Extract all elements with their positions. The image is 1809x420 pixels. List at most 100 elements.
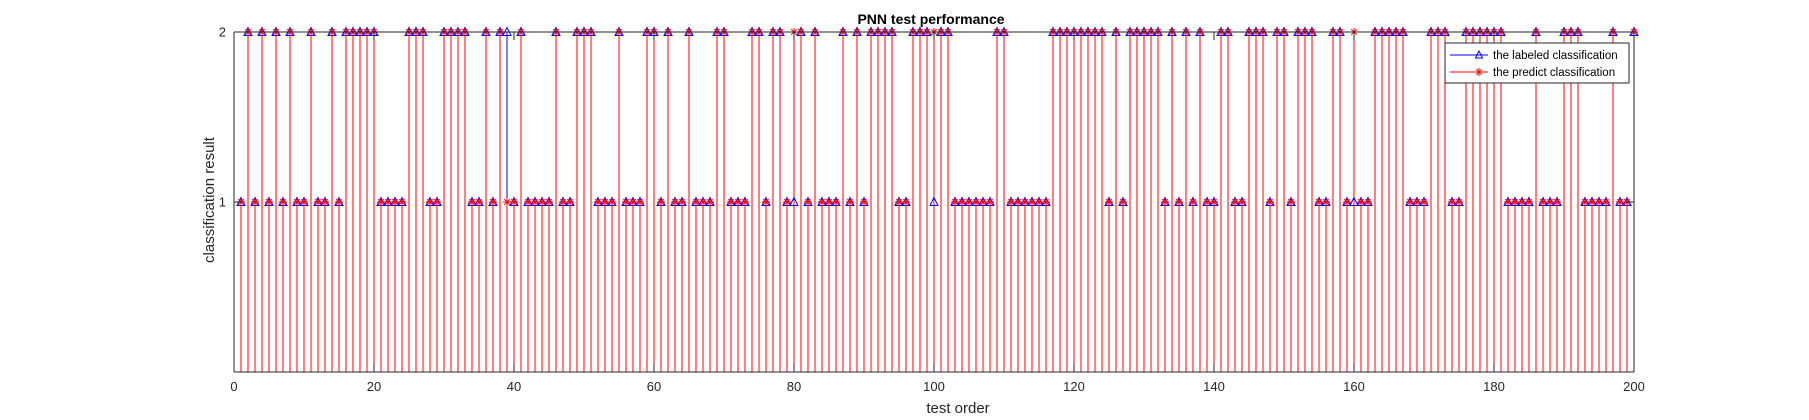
predict-marker-28	[426, 198, 434, 206]
predict-marker-5	[265, 198, 273, 206]
predict-marker-187	[1539, 198, 1547, 206]
predict-marker-29	[433, 198, 441, 206]
x-tick-label-100: 100	[923, 379, 945, 394]
predict-marker-184	[1518, 198, 1526, 206]
predict-marker-76	[762, 198, 770, 206]
predict-stems	[240, 32, 1635, 372]
predict-marker-82	[804, 198, 812, 206]
predict-marker-108	[986, 198, 994, 206]
predict-marker-137	[1189, 198, 1197, 206]
predict-marker-105	[965, 198, 973, 206]
x-tick-label-160: 160	[1343, 379, 1365, 394]
x-tick-label-120: 120	[1063, 379, 1085, 394]
predict-marker-40	[510, 198, 518, 206]
predict-marker-22	[384, 198, 392, 206]
legend-box	[1444, 42, 1630, 84]
predict-marker-54	[608, 198, 616, 206]
predict-marker-63	[671, 198, 679, 206]
predict-marker-161	[1357, 198, 1365, 206]
predict-marker-104	[958, 198, 966, 206]
predict-marker-37	[489, 198, 497, 206]
predict-marker-144	[1238, 198, 1246, 206]
predict-marker-195	[1595, 198, 1603, 206]
x-tick-label-60: 60	[647, 379, 661, 394]
x-ticks: 0 20 40 60 80 100 120 140 160 180 200	[230, 32, 1645, 394]
predict-marker-85	[825, 198, 833, 206]
predict-marker-84	[818, 198, 826, 206]
predict-marker-168	[1406, 198, 1414, 206]
predict-marker-73	[741, 198, 749, 206]
x-axis-label: test order	[926, 400, 989, 417]
predict-marker-159	[1343, 198, 1351, 206]
predict-marker-34	[468, 198, 476, 206]
predict-marker-56	[622, 198, 630, 206]
predict-marker-194	[1588, 198, 1596, 206]
x-tick-label-200: 200	[1623, 379, 1645, 394]
predict-marker-57	[629, 198, 637, 206]
predict-marker-162	[1364, 198, 1372, 206]
predict-marker-175	[1455, 198, 1463, 206]
predict-marker-72	[734, 198, 742, 206]
predict-marker-53	[601, 198, 609, 206]
predict-marker-182	[1504, 198, 1512, 206]
predict-marker-114	[1028, 198, 1036, 206]
predict-marker-24	[398, 198, 406, 206]
predict-marker-52	[594, 198, 602, 206]
predict-marker-115	[1035, 198, 1043, 206]
predict-marker-10	[300, 198, 308, 206]
chart-title: PNN test performance	[857, 11, 1004, 27]
legend-label-labeled: the labeled classification	[1493, 50, 1618, 62]
legend-marker-labeled	[1474, 49, 1484, 59]
predict-marker-106	[972, 198, 980, 206]
predict-marker-133	[1161, 198, 1169, 206]
predict-marker-148	[1266, 198, 1274, 206]
predict-marker-143	[1231, 198, 1239, 206]
predict-marker-15	[335, 198, 343, 206]
predict-marker-196	[1602, 198, 1610, 206]
predict-marker-58	[636, 198, 644, 206]
predict-marker-44	[538, 198, 546, 206]
predict-marker-135	[1175, 198, 1183, 206]
labeled-marker-100	[929, 196, 939, 206]
labeled-marker-160	[1349, 196, 1359, 206]
predict-marker-96	[902, 198, 910, 206]
predict-marker-71	[727, 198, 735, 206]
predict-marker-23	[391, 198, 399, 206]
y-tick-label-1: 1	[219, 195, 226, 210]
predict-marker-185	[1525, 198, 1533, 206]
predict-marker-139	[1203, 198, 1211, 206]
predict-marker-111	[1007, 198, 1015, 206]
predict-marker-127	[1119, 198, 1127, 206]
legend-label-predict: the predict classification	[1493, 67, 1615, 79]
predict-marker-140	[1210, 198, 1218, 206]
predict-marker-125	[1105, 198, 1113, 206]
predict-marker-43	[531, 198, 539, 206]
predict-marker-112	[1014, 198, 1022, 206]
predict-marker-21	[377, 198, 385, 206]
predict-marker-35	[475, 198, 483, 206]
predict-marker-47	[559, 198, 567, 206]
predict-marker-116	[1042, 198, 1050, 206]
predict-marker-86	[832, 198, 840, 206]
predict-marker-198	[1616, 198, 1624, 206]
predict-marker-174	[1448, 198, 1456, 206]
predict-marker-156	[1322, 198, 1330, 206]
predict-marker-170	[1420, 198, 1428, 206]
predict-marker-183	[1511, 198, 1519, 206]
predict-marker-113	[1021, 198, 1029, 206]
predict-marker-67	[699, 198, 707, 206]
labeled-marker-80	[789, 196, 799, 206]
predict-marker-155	[1315, 198, 1323, 206]
legend: the labeled classification the predict c…	[1444, 42, 1630, 84]
predict-marker-90	[860, 198, 868, 206]
x-tick-label-20: 20	[367, 379, 381, 394]
predict-marker-79	[783, 198, 791, 206]
predict-marker-95	[895, 198, 903, 206]
predict-marker-188	[1546, 198, 1554, 206]
predict-marker-88	[846, 198, 854, 206]
predict-marker-66	[692, 198, 700, 206]
predict-marker-13	[321, 198, 329, 206]
x-tick-label-0: 0	[230, 379, 237, 394]
predict-marker-42	[524, 198, 532, 206]
y-tick-label-2: 2	[219, 25, 226, 40]
